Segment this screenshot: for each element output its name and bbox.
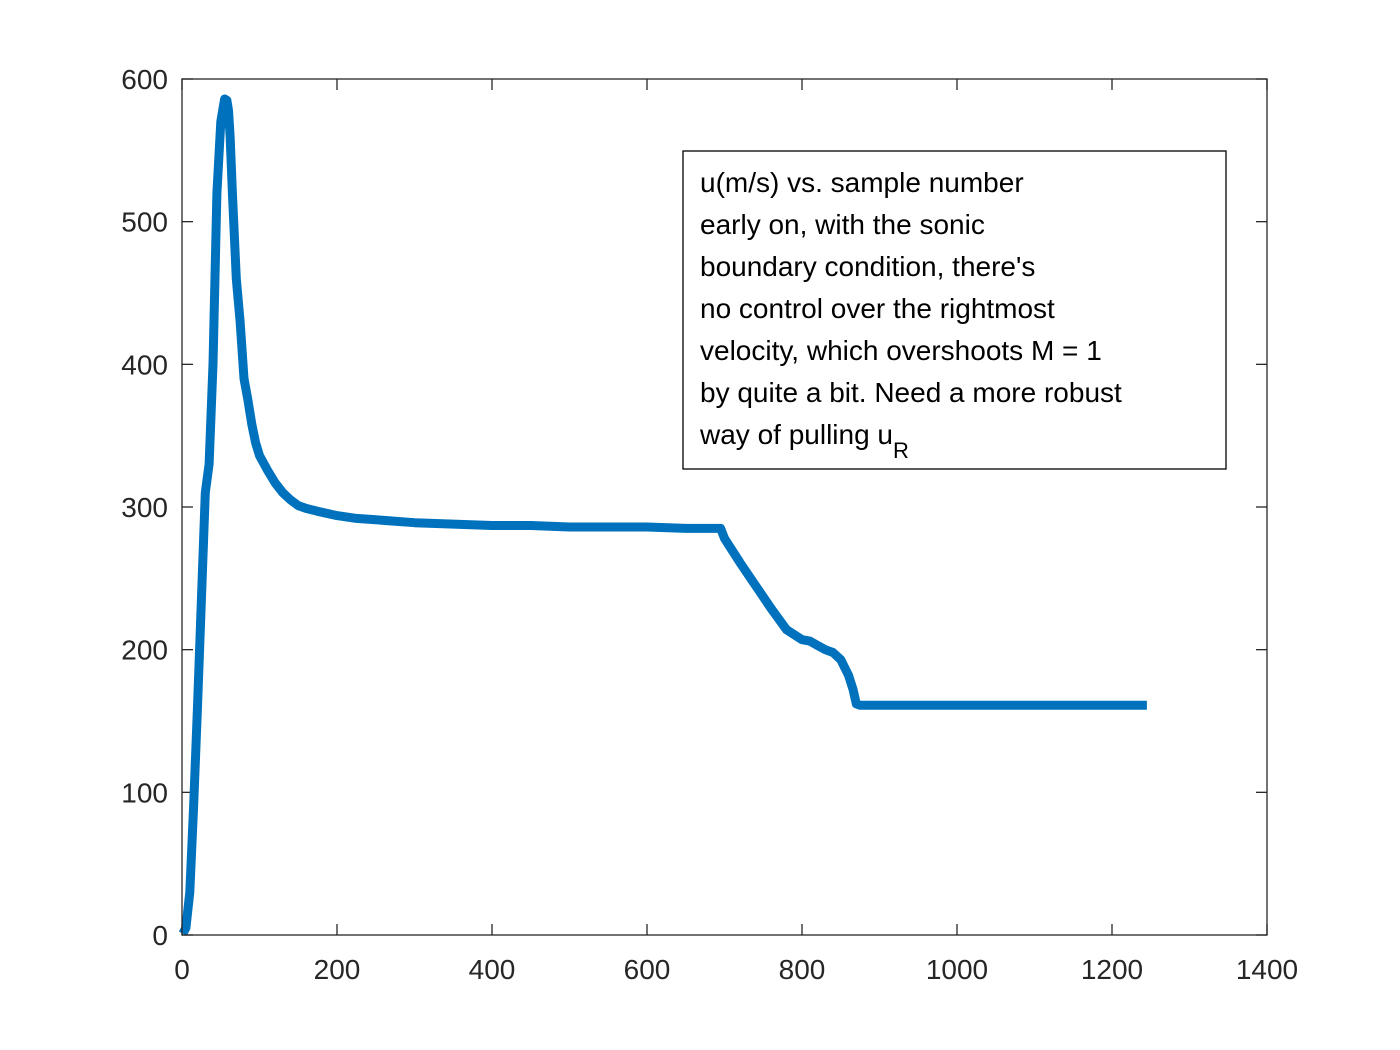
axes-box	[181, 78, 1268, 936]
annotation: u(m/s) vs. sample number early on, with …	[682, 150, 1227, 470]
series-line	[178, 94, 1147, 936]
x-tick-label: 200	[314, 954, 361, 985]
annotation-line-3: boundary condition, there's	[700, 251, 1035, 282]
x-tick-label: 1000	[926, 954, 988, 985]
x-tick-label: 400	[469, 954, 516, 985]
annotation-line-2: early on, with the sonic	[700, 209, 985, 240]
annotation-line-5: velocity, which overshoots M = 1	[700, 335, 1102, 366]
y-tick-label: 500	[121, 207, 168, 238]
annotation-subscript: R	[893, 438, 909, 463]
y-tick-label: 200	[121, 635, 168, 666]
x-tick-label: 600	[624, 954, 671, 985]
annotation-box	[682, 150, 1227, 470]
x-tick-label: 800	[779, 954, 826, 985]
y-tick-label: 100	[121, 777, 168, 808]
x-tick-label: 1200	[1081, 954, 1143, 985]
y-tick-label: 300	[121, 492, 168, 523]
annotation-line-4: no control over the rightmost	[700, 293, 1055, 324]
annotation-line-1: u(m/s) vs. sample number	[700, 167, 1024, 198]
y-tick-label: 400	[121, 349, 168, 380]
y-tick-label: 600	[121, 64, 168, 95]
x-tick-label: 1400	[1236, 954, 1298, 985]
y-tick-label: 0	[152, 920, 168, 951]
annotation-line-6: by quite a bit. Need a more robust	[700, 377, 1122, 408]
annotation-line-7: way of pulling uR	[699, 419, 909, 463]
x-tick-label: 0	[174, 954, 190, 985]
series-layer	[178, 94, 1147, 936]
annotation-line-7-main: way of pulling u	[699, 419, 893, 450]
ticks-layer: 0 200 400 600 800 1000 1200 1400 0 100 200 300 400 50…	[121, 64, 1298, 985]
